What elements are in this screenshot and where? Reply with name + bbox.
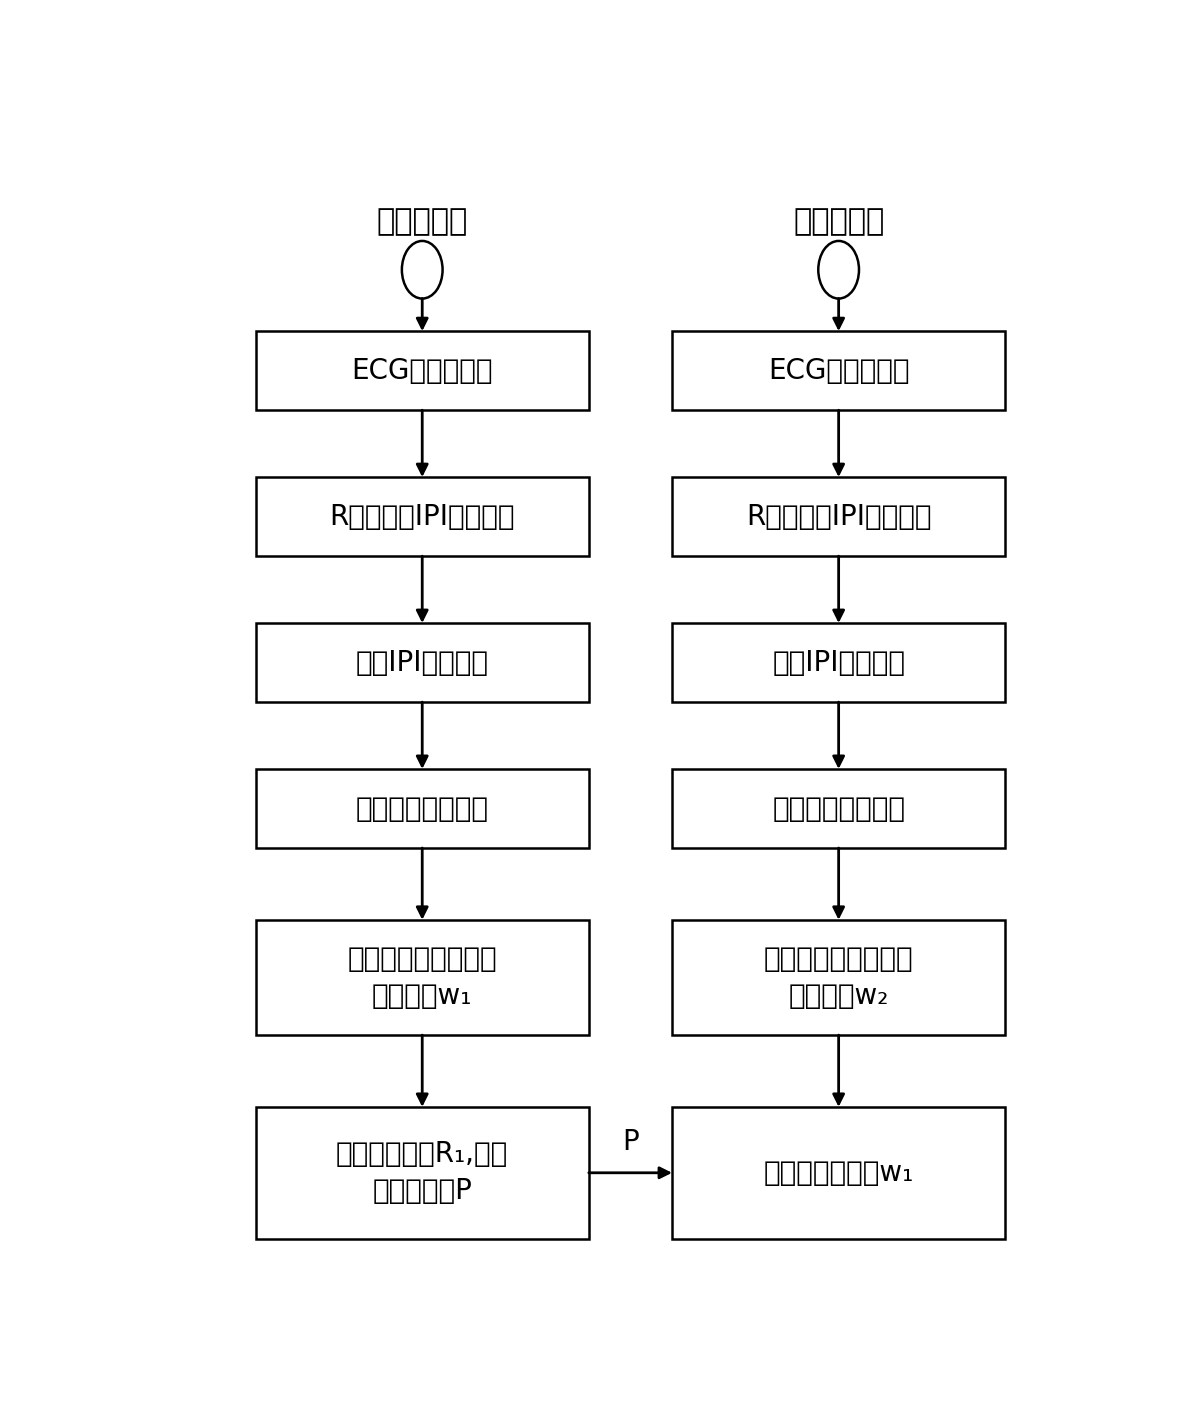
Ellipse shape xyxy=(402,241,443,299)
Text: 计算IPI的信息熵: 计算IPI的信息熵 xyxy=(773,648,905,677)
Text: ECG信号预处理: ECG信号预处理 xyxy=(351,356,493,385)
Text: 传感器节点: 传感器节点 xyxy=(376,207,468,237)
FancyBboxPatch shape xyxy=(672,1107,1005,1238)
FancyBboxPatch shape xyxy=(672,770,1005,848)
Text: 纠错解码及重构w₁: 纠错解码及重构w₁ xyxy=(763,1159,913,1187)
Text: 产生随机序列R₁,并生
成公开信息P: 产生随机序列R₁,并生 成公开信息P xyxy=(336,1140,509,1206)
Ellipse shape xyxy=(818,241,858,299)
FancyBboxPatch shape xyxy=(672,623,1005,703)
FancyBboxPatch shape xyxy=(256,921,589,1035)
Text: P: P xyxy=(622,1129,639,1156)
FancyBboxPatch shape xyxy=(256,477,589,556)
FancyBboxPatch shape xyxy=(672,477,1005,556)
FancyBboxPatch shape xyxy=(256,1107,589,1238)
FancyBboxPatch shape xyxy=(256,770,589,848)
FancyBboxPatch shape xyxy=(672,921,1005,1035)
Text: 量化编码及生成生物
特征序列w₂: 量化编码及生成生物 特征序列w₂ xyxy=(764,945,913,1010)
Text: 协调器节点: 协调器节点 xyxy=(793,207,885,237)
Text: R波检测及IPI特征提取: R波检测及IPI特征提取 xyxy=(330,503,515,530)
Text: 量化编码及生成生物
特征序列w₁: 量化编码及生成生物 特征序列w₁ xyxy=(347,945,497,1010)
Text: 动态选取量化位数: 动态选取量化位数 xyxy=(356,795,488,822)
Text: 计算IPI的信息熵: 计算IPI的信息熵 xyxy=(356,648,488,677)
Text: 动态选取量化位数: 动态选取量化位数 xyxy=(773,795,905,822)
Text: R波检测及IPI特征提取: R波检测及IPI特征提取 xyxy=(746,503,931,530)
FancyBboxPatch shape xyxy=(256,331,589,410)
FancyBboxPatch shape xyxy=(672,331,1005,410)
Text: ECG信号预处理: ECG信号预处理 xyxy=(768,356,910,385)
FancyBboxPatch shape xyxy=(256,623,589,703)
